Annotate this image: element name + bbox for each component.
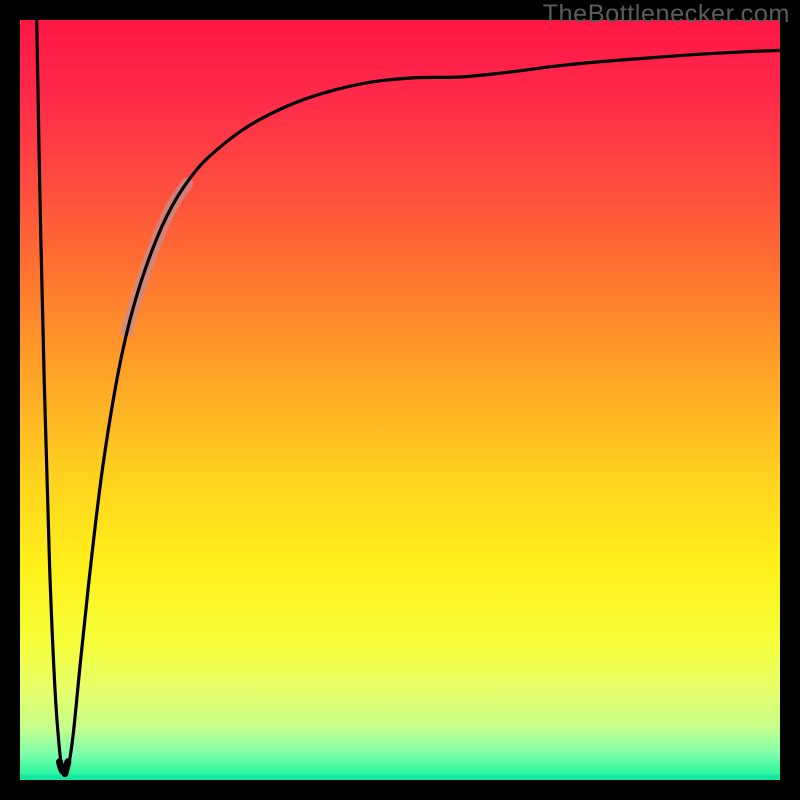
frame-top	[0, 0, 800, 20]
frame-left	[0, 0, 20, 800]
gradient-background	[20, 20, 780, 780]
green-baseline-band	[20, 775, 780, 780]
frame-right	[780, 0, 800, 800]
chart-container: TheBottlenecker.com	[0, 0, 800, 800]
frame-bottom	[0, 780, 800, 800]
chart-svg	[0, 0, 800, 800]
